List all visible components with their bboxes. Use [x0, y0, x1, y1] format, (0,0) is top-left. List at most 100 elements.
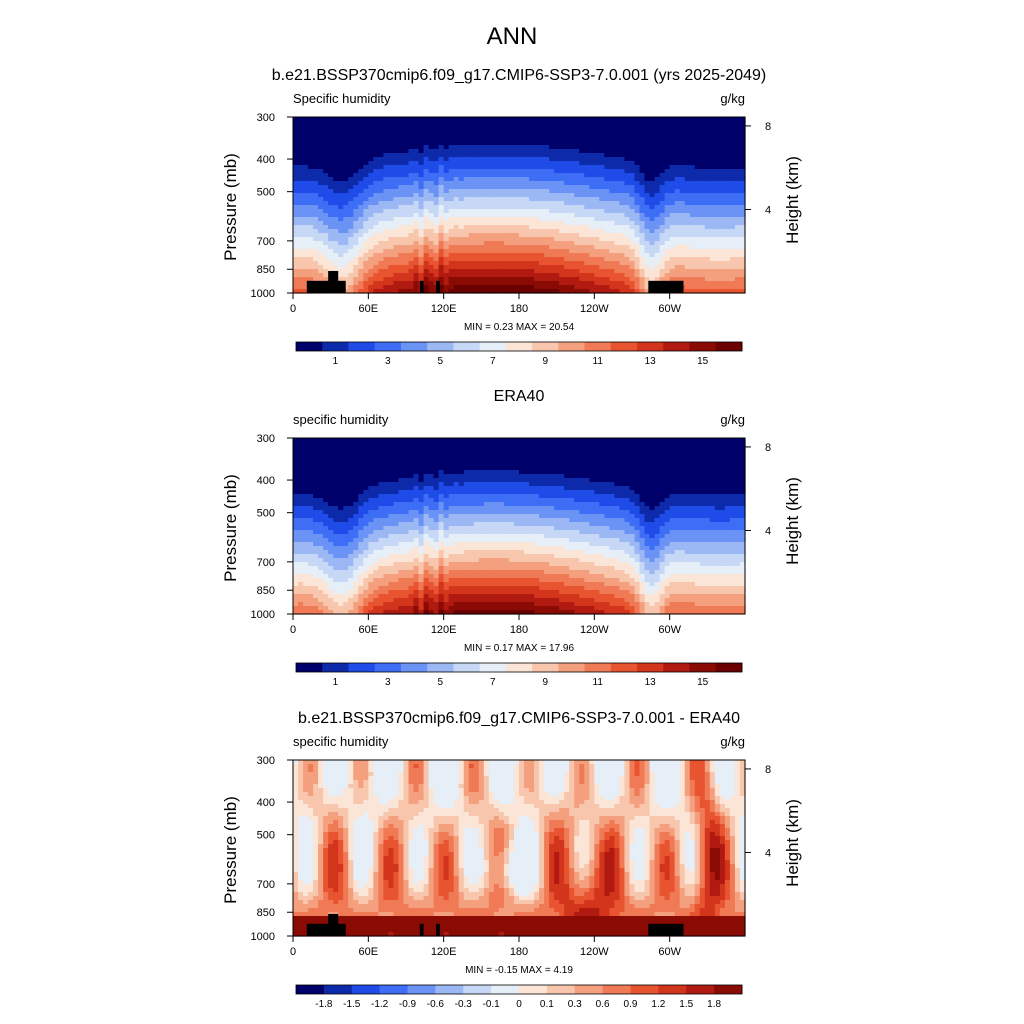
contour-cell	[488, 221, 495, 226]
contour-cell	[423, 133, 430, 138]
contour-cell	[358, 606, 364, 611]
contour-cell	[303, 121, 309, 126]
contour-cell	[739, 161, 746, 166]
contour-cell	[393, 570, 400, 575]
contour-cell	[303, 562, 309, 567]
contour-cell	[483, 221, 490, 226]
contour-cell	[343, 221, 349, 226]
contour-cell	[323, 578, 329, 583]
y-tick-label: 300	[257, 112, 275, 124]
contour-cell	[343, 161, 349, 166]
contour-cell	[328, 257, 334, 262]
contour-cell	[579, 149, 585, 154]
contour-cell	[739, 133, 746, 138]
contour-cell	[448, 185, 455, 190]
contour-cell	[649, 241, 656, 246]
contour-cell	[599, 221, 605, 226]
contour-cell	[438, 269, 445, 274]
contour-cell	[529, 241, 535, 246]
contour-cell	[328, 145, 334, 150]
contour-cell	[368, 173, 374, 178]
contour-cell	[388, 141, 395, 146]
contour-cell	[303, 458, 309, 463]
contour-cell	[438, 161, 445, 166]
contour-cell	[393, 450, 400, 455]
contour-cell	[709, 233, 716, 238]
contour-cell	[634, 205, 641, 210]
contour-cell	[338, 598, 344, 603]
contour-cell	[418, 161, 425, 166]
contour-cell	[298, 225, 304, 230]
contour-cell	[689, 149, 696, 154]
contour-cell	[373, 253, 379, 258]
contour-cell	[413, 117, 420, 122]
contour-cell	[559, 277, 565, 282]
contour-cell	[298, 193, 304, 198]
contour-cell	[589, 153, 595, 158]
contour-cell	[544, 229, 550, 234]
contour-cell	[393, 598, 400, 603]
contour-cell	[433, 157, 440, 162]
contour-cell	[353, 606, 359, 611]
contour-cell	[383, 518, 390, 523]
contour-cell	[343, 213, 349, 218]
contour-cell	[554, 221, 560, 226]
contour-cell	[398, 197, 405, 202]
contour-cell	[594, 193, 600, 198]
contour-cell	[699, 153, 706, 158]
contour-cell	[619, 165, 626, 170]
contour-cell	[669, 249, 676, 254]
contour-cell	[298, 153, 304, 158]
contour-cell	[724, 281, 731, 286]
contour-cell	[669, 217, 676, 222]
contour-cell	[373, 586, 379, 591]
contour-cell	[428, 241, 435, 246]
contour-cell	[539, 141, 545, 146]
contour-cell	[403, 241, 410, 246]
contour-cell	[358, 209, 364, 214]
contour-cell	[318, 438, 324, 443]
contour-cell	[298, 201, 304, 206]
right-tick-label: 8	[765, 121, 771, 133]
contour-cell	[599, 197, 605, 202]
contour-cell	[408, 161, 415, 166]
contour-cell	[684, 269, 691, 274]
contour-cell	[363, 165, 369, 170]
contour-cell	[679, 253, 686, 258]
contour-cell	[428, 289, 435, 294]
contour-cell	[549, 209, 555, 214]
contour-cell	[659, 273, 666, 278]
contour-cell	[589, 173, 595, 178]
contour-cell	[689, 269, 696, 274]
contour-cell	[388, 225, 395, 230]
contour-cell	[388, 281, 395, 286]
contour-cell	[423, 237, 430, 242]
contour-cell	[564, 181, 570, 186]
contour-cell	[599, 249, 605, 254]
contour-cell	[694, 265, 701, 270]
contour-cell	[619, 233, 626, 238]
contour-cell	[609, 289, 616, 294]
contour-cell	[308, 442, 314, 447]
contour-cell	[413, 249, 420, 254]
contour-cell	[624, 137, 631, 142]
contour-cell	[674, 221, 681, 226]
contour-cell	[413, 177, 420, 182]
contour-cell	[458, 149, 465, 154]
contour-cell	[599, 161, 605, 166]
contour-cell	[393, 530, 400, 535]
contour-cell	[579, 233, 585, 238]
contour-cell	[614, 265, 621, 270]
contour-cell	[438, 181, 445, 186]
contour-cell	[669, 137, 676, 142]
contour-cell	[338, 177, 344, 182]
contour-cell	[313, 462, 319, 467]
contour-cell	[649, 141, 656, 146]
contour-cell	[428, 161, 435, 166]
contour-cell	[333, 510, 339, 515]
contour-cell	[468, 221, 475, 226]
contour-cell	[458, 157, 465, 162]
contour-cell	[393, 562, 400, 567]
contour-cell	[363, 494, 369, 499]
contour-cell	[368, 241, 374, 246]
